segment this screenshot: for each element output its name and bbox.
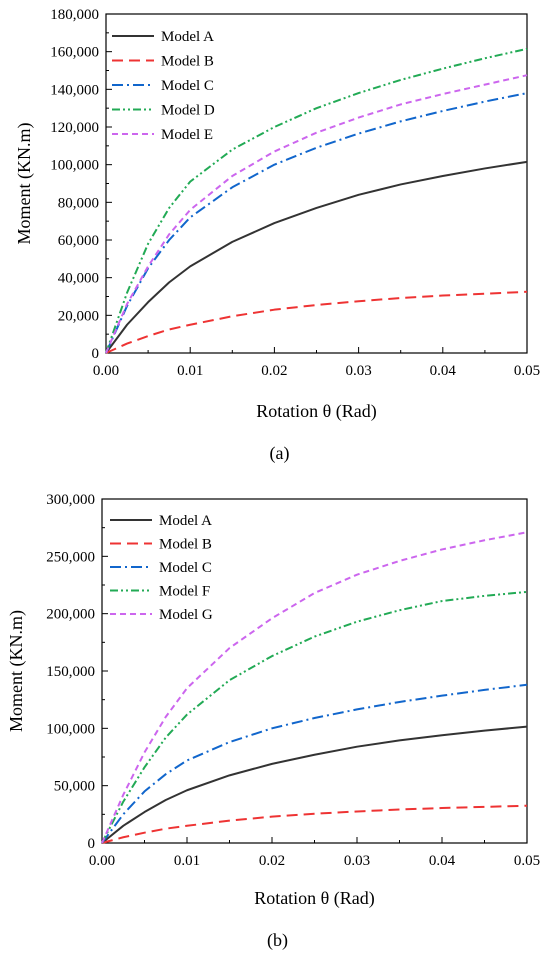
y-tick-label: 0 — [88, 836, 96, 852]
legend-label: Model E — [161, 127, 213, 143]
chart-caption: (b) — [267, 930, 288, 951]
x-tick-label: 0.04 — [429, 853, 456, 869]
legend-label: Model F — [159, 584, 210, 600]
chart-a: 0.00 0.01 0.02 0.03 0.04 0.05 0 20,000 40,000 60,… — [14, 7, 540, 464]
y-axis-label: Moment (KN.m) — [6, 610, 27, 732]
series-line — [105, 290, 528, 354]
legend-label: Model G — [159, 607, 213, 623]
legend-label: Model C — [159, 560, 212, 576]
y-tick-label: 250,000 — [46, 549, 95, 565]
series-line — [101, 531, 528, 844]
x-tick-label: 0.05 — [514, 363, 540, 379]
y-tick-label: 180,000 — [50, 7, 99, 23]
y-tick-label: 20,000 — [58, 308, 99, 324]
series-line — [101, 725, 528, 844]
legend-label: Model B — [161, 54, 214, 70]
x-tick-label: 0.04 — [430, 363, 457, 379]
y-tick-label: 140,000 — [50, 82, 99, 98]
y-tick-label: 50,000 — [54, 779, 95, 795]
y-tick-label: 80,000 — [58, 195, 99, 211]
x-tick-label: 0.00 — [93, 363, 119, 379]
y-tick-label: 100,000 — [46, 721, 95, 737]
x-axis-label: Rotation θ (Rad) — [256, 401, 377, 422]
legend-label: Model B — [159, 537, 212, 553]
x-tick-label: 0.05 — [514, 853, 540, 869]
series-line — [101, 804, 528, 844]
series-line — [105, 160, 528, 354]
y-tick-label: 200,000 — [46, 607, 95, 623]
x-tick-label: 0.02 — [259, 853, 285, 869]
chart-b: 0.00 0.01 0.02 0.03 0.04 0.05 0 50,000 100,000 15… — [6, 492, 540, 951]
x-tick-label: 0.02 — [261, 363, 287, 379]
legend-label: Model A — [161, 29, 214, 45]
x-tick-label: 0.00 — [89, 853, 115, 869]
legend-label: Model C — [161, 78, 214, 94]
y-axis-label: Moment (KN.m) — [14, 123, 35, 245]
legend-label: Model A — [159, 513, 212, 529]
x-tick-label: 0.03 — [344, 853, 370, 869]
y-tick-label: 160,000 — [50, 45, 99, 61]
y-tick-label: 60,000 — [58, 233, 99, 249]
x-tick-label: 0.03 — [345, 363, 371, 379]
chart-caption: (a) — [270, 443, 290, 464]
series-line — [101, 590, 528, 844]
series-line — [105, 47, 528, 354]
y-tick-label: 120,000 — [50, 120, 99, 136]
y-tick-label: 100,000 — [50, 158, 99, 174]
y-tick-label: 300,000 — [46, 492, 95, 508]
x-axis-label: Rotation θ (Rad) — [254, 888, 375, 909]
x-tick-label: 0.01 — [177, 363, 203, 379]
legend-label: Model D — [161, 103, 215, 119]
series-line — [101, 683, 528, 844]
y-tick-label: 150,000 — [46, 664, 95, 680]
y-tick-label: 40,000 — [58, 271, 99, 287]
x-tick-label: 0.01 — [174, 853, 200, 869]
y-tick-label: 0 — [92, 346, 100, 362]
